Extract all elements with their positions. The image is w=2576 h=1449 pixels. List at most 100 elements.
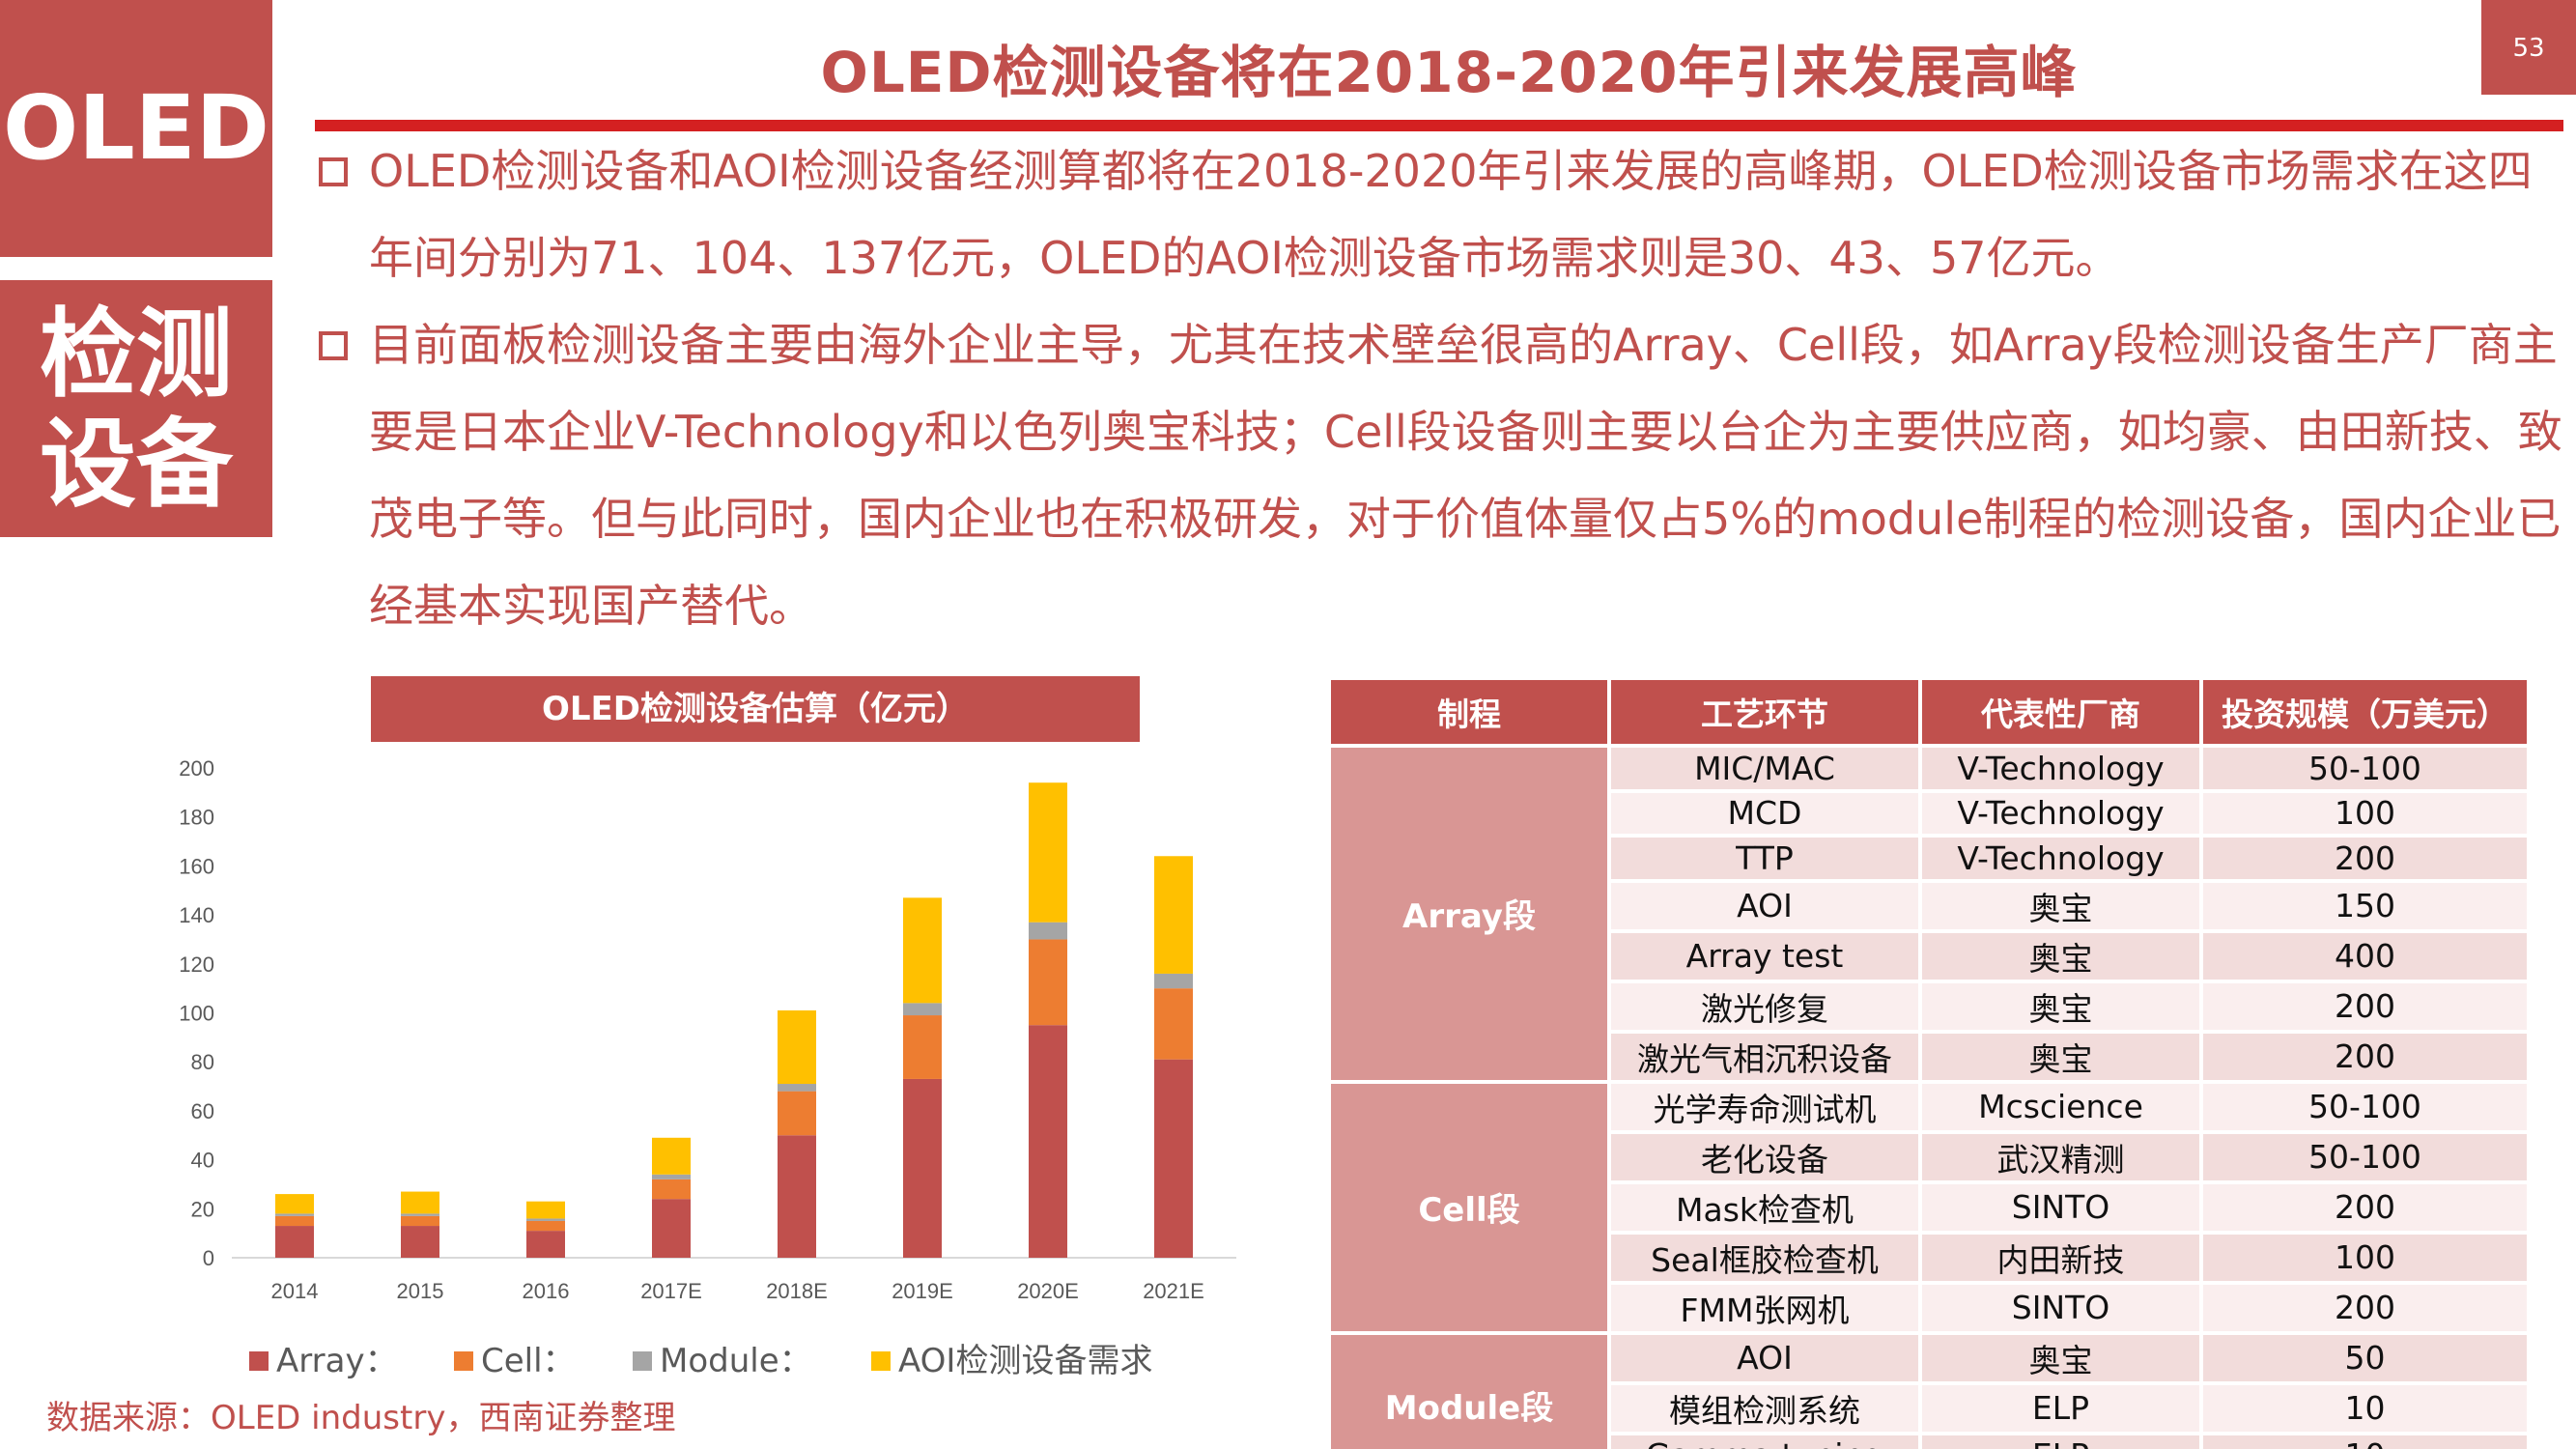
page-title: OLED检测设备将在2018-2020年引来发展高峰 <box>820 40 2078 105</box>
table-row: Cell段 光学寿命测试机 Mcscience 50-100 <box>1331 1083 2527 1331</box>
table-cell: V-Technology <box>1922 792 2199 834</box>
y-tick-label: 40 <box>191 1149 214 1173</box>
table-cell: 10 <box>2203 1435 2527 1449</box>
table-cell: Seal框胶检查机 <box>1611 1234 1918 1281</box>
table-cell: 100 <box>2203 792 2527 834</box>
bar-segment <box>1154 973 1193 989</box>
bar-segment <box>652 1174 691 1179</box>
y-tick-label: 100 <box>179 1002 214 1026</box>
legend-label: Module： <box>660 1342 812 1380</box>
bar-segment <box>1029 1025 1067 1258</box>
table-cell: TTP <box>1611 838 1918 879</box>
legend-swatch <box>249 1351 269 1371</box>
bar-segment <box>401 1191 439 1214</box>
table-row: Seal框胶检查机 内田新技 100 <box>1331 1234 2527 1281</box>
table-row: MCD V-Technology 100 <box>1331 792 2527 834</box>
bar-segment <box>275 1213 314 1216</box>
bar-segment <box>652 1199 691 1258</box>
y-tick-label: 120 <box>179 952 214 977</box>
table-cell: 武汉精测 <box>1922 1133 2199 1180</box>
column-header: 投资规模（万美元） <box>2203 680 2527 744</box>
table-cell: MCD <box>1611 792 1918 834</box>
y-tick-label: 80 <box>191 1050 214 1074</box>
chart-title: OLED检测设备估算（亿元） <box>371 676 1140 742</box>
table-cell: 200 <box>2203 1033 2527 1080</box>
table-row: Array段 MIC/MAC V-Technology 50-100 <box>1331 748 2527 1080</box>
table-cell: 奥宝 <box>1922 982 2199 1030</box>
bar-segment <box>903 897 942 1004</box>
bar-segment <box>652 1179 691 1200</box>
legend-label: Array： <box>276 1342 398 1380</box>
x-tick-label: 2015 <box>397 1279 444 1303</box>
bar-segment <box>526 1218 565 1221</box>
stage-cell: Array段 <box>1331 748 1607 1080</box>
bullet-text: 目前面板检测设备主要由海外企业主导，尤其在技术壁垒很高的Array、Cell段，… <box>369 319 2562 632</box>
x-tick-label: 2019E <box>892 1279 953 1303</box>
table-row: AOI 奥宝 150 <box>1331 882 2527 929</box>
table-cell: 50 <box>2203 1334 2527 1381</box>
table-body: Array段 MIC/MAC V-Technology 50-100 MCD V-Tech… <box>1331 748 2527 1449</box>
bar-segment <box>652 1137 691 1175</box>
legend-swatch <box>633 1351 652 1371</box>
column-header: 工艺环节 <box>1611 680 1918 744</box>
stacked-bar-chart: 0 20 40 60 80 100 120 140 160 180 200 2014 2015 2016 2… <box>179 756 1236 1380</box>
x-tick-label: 2016 <box>523 1279 570 1303</box>
bar-segment <box>778 1091 816 1136</box>
table-row: Mask检查机 SINTO 200 <box>1331 1183 2527 1231</box>
y-tick-label: 140 <box>179 903 214 927</box>
table-row: 激光修复 奥宝 200 <box>1331 982 2527 1030</box>
stage-cell: Module段 <box>1331 1334 1607 1449</box>
bar-segment <box>275 1226 314 1258</box>
table-cell: SINTO <box>1922 1284 2199 1331</box>
table-cell: 50-100 <box>2203 1083 2527 1130</box>
square-bullet-icon <box>319 331 348 360</box>
table-cell: AOI <box>1611 1334 1918 1381</box>
x-tick-label: 2020E <box>1017 1279 1079 1303</box>
x-tick-label: 2014 <box>271 1279 319 1303</box>
table-cell: 200 <box>2203 982 2527 1030</box>
bar-segment <box>1154 988 1193 1060</box>
bullet-point: OLED检测设备和AOI检测设备经测算都将在2018-2020年引来发展的高峰期… <box>317 128 2567 301</box>
table-cell: 光学寿命测试机 <box>1611 1083 1918 1130</box>
table-cell: 奥宝 <box>1922 882 2199 929</box>
table-cell: ELP <box>1922 1435 2199 1449</box>
page-number: 53 <box>2481 0 2576 95</box>
column-header: 制程 <box>1331 680 1607 744</box>
table-cell: Mask检查机 <box>1611 1183 1918 1231</box>
table-cell: 400 <box>2203 932 2527 980</box>
table-cell: 奥宝 <box>1922 1033 2199 1080</box>
table-row: Module段 AOI 奥宝 50 <box>1331 1334 2527 1449</box>
table-cell: 老化设备 <box>1611 1133 1918 1180</box>
bar-segment <box>1029 922 1067 940</box>
bar-segment <box>778 1009 816 1085</box>
bar-segment <box>778 1084 816 1092</box>
equipment-table: 制程 工艺环节 代表性厂商 投资规模（万美元） Array段 MIC/MAC V-T… <box>1327 676 2531 1449</box>
bullet-point: 目前面板检测设备主要由海外企业主导，尤其在技术壁垒很高的Array、Cell段，… <box>317 301 2567 649</box>
table-cell: V-Technology <box>1922 838 2199 879</box>
bullet-text: OLED检测设备和AOI检测设备经测算都将在2018-2020年引来发展的高峰期… <box>369 145 2533 284</box>
bar-segment <box>1029 939 1067 1026</box>
table-cell: 100 <box>2203 1234 2527 1281</box>
table-cell: AOI <box>1611 882 1918 929</box>
data-source-note: 数据来源：OLED industry，西南证券整理 <box>46 1399 676 1437</box>
bar-segment <box>903 1003 942 1016</box>
table-cell: 激光修复 <box>1611 982 1918 1030</box>
table-row: 老化设备 武汉精测 50-100 <box>1331 1133 2527 1180</box>
table-cell: 奥宝 <box>1922 1334 2199 1381</box>
y-tick-label: 200 <box>179 756 214 781</box>
table-cell: 激光气相沉积设备 <box>1611 1033 1918 1080</box>
bar-segment <box>275 1215 314 1227</box>
legend-swatch <box>871 1351 891 1371</box>
table-cell: 内田新技 <box>1922 1234 2199 1281</box>
bar-segment <box>778 1135 816 1258</box>
y-tick-label: 0 <box>203 1246 214 1270</box>
bar-segment <box>401 1213 439 1216</box>
table-cell: Array test <box>1611 932 1918 980</box>
stage-cell: Cell段 <box>1331 1083 1607 1331</box>
table-row: Gamma tuning ELP 10 <box>1331 1435 2527 1449</box>
table-cell: 奥宝 <box>1922 932 2199 980</box>
bar-segment <box>1154 1059 1193 1258</box>
bar-segment <box>401 1226 439 1258</box>
table-row: 模组检测系统 ELP 10 <box>1331 1384 2527 1432</box>
x-tick-label: 2018E <box>766 1279 828 1303</box>
